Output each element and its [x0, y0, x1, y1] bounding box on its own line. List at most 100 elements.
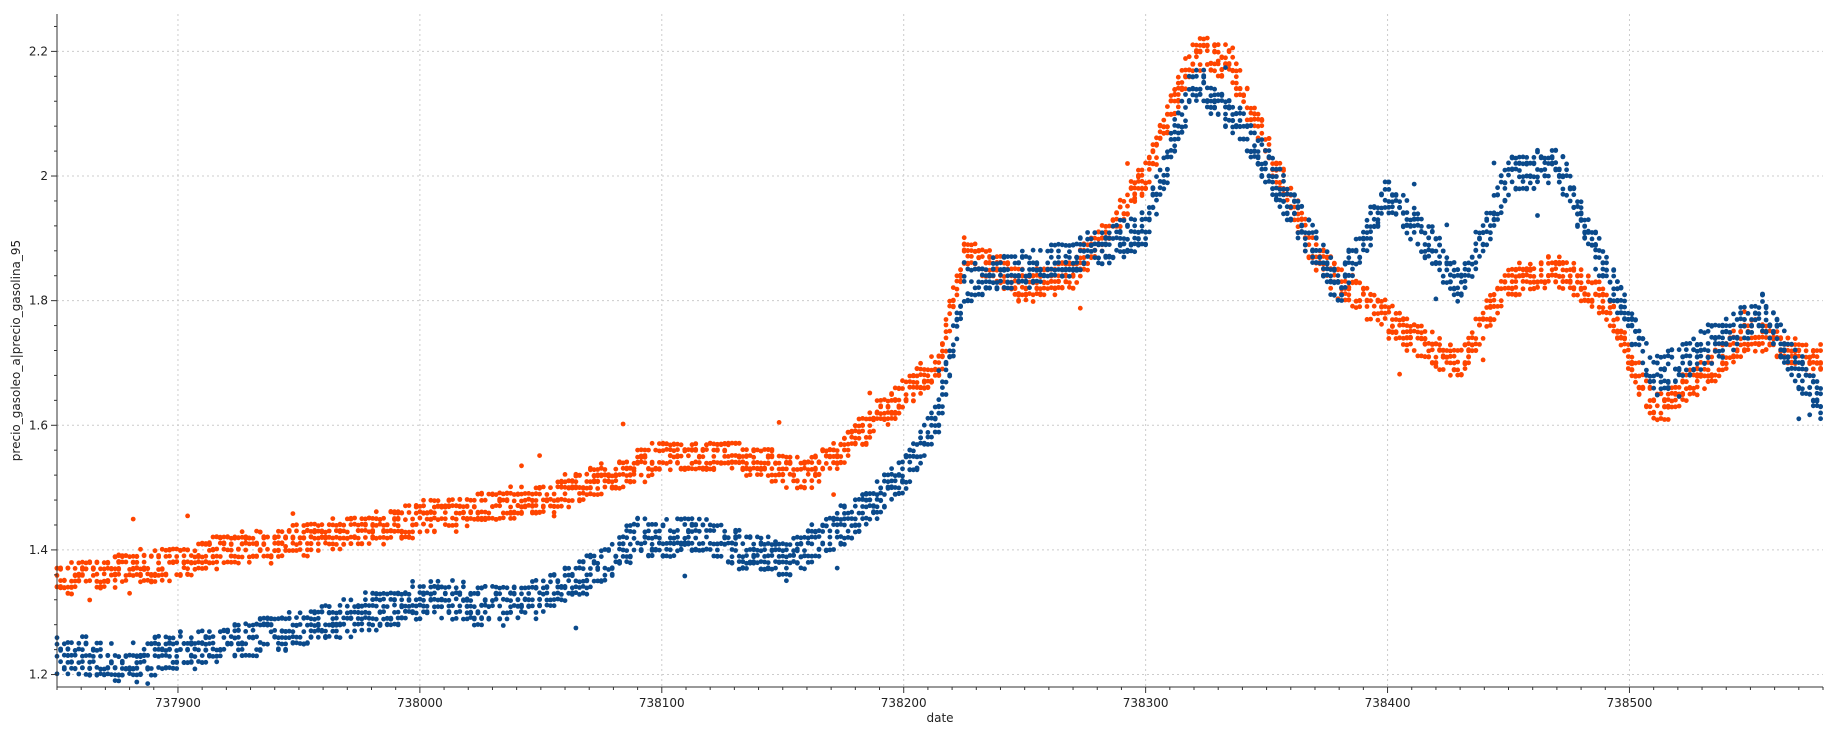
data-point — [435, 578, 441, 584]
data-point — [1636, 360, 1642, 365]
data-point — [758, 472, 764, 477]
data-point — [341, 522, 347, 528]
data-point — [776, 420, 782, 425]
data-point — [776, 460, 782, 466]
data-point — [689, 447, 695, 452]
data-point — [573, 473, 579, 479]
data-point — [243, 547, 249, 553]
data-point — [1404, 348, 1410, 353]
data-point — [276, 646, 281, 652]
data-point — [762, 547, 767, 553]
data-point — [1154, 142, 1159, 148]
data-point — [406, 529, 412, 535]
data-point — [1448, 360, 1453, 366]
data-point — [1212, 42, 1217, 48]
data-point — [958, 274, 963, 279]
data-point — [1183, 67, 1188, 73]
data-point — [787, 542, 793, 547]
data-point — [199, 560, 205, 566]
data-point — [758, 460, 764, 466]
data-point — [80, 572, 85, 577]
data-point — [1056, 254, 1061, 260]
data-point — [225, 534, 231, 540]
data-point — [776, 453, 782, 459]
data-point — [1509, 291, 1515, 297]
data-point — [178, 647, 183, 652]
data-point — [370, 528, 376, 533]
data-point — [1560, 279, 1566, 284]
data-point — [1136, 173, 1141, 178]
data-point — [511, 515, 517, 521]
data-point — [1491, 223, 1497, 228]
data-point — [1466, 360, 1471, 366]
data-point — [911, 448, 916, 454]
data-point — [682, 467, 688, 472]
data-point — [624, 548, 630, 553]
data-point — [388, 528, 394, 533]
data-point — [940, 348, 945, 354]
data-point — [279, 553, 285, 559]
data-point — [1466, 347, 1471, 353]
data-point — [827, 528, 833, 534]
data-point — [660, 522, 666, 528]
data-point — [156, 560, 162, 566]
data-point — [1745, 347, 1751, 353]
data-point — [816, 546, 822, 552]
data-point — [508, 504, 513, 510]
data-point — [627, 541, 633, 547]
data-point — [1364, 285, 1370, 291]
data-point — [823, 448, 829, 454]
data-point — [649, 467, 655, 473]
data-point — [595, 567, 601, 572]
data-point — [1585, 279, 1591, 285]
data-point — [664, 447, 669, 452]
data-point — [1139, 172, 1145, 178]
data-point — [900, 490, 905, 496]
data-point — [729, 460, 735, 465]
data-point — [791, 467, 796, 472]
data-point — [856, 429, 862, 435]
data-point — [1651, 410, 1657, 416]
data-point — [326, 541, 332, 547]
data-point — [341, 535, 347, 541]
data-point — [1023, 278, 1029, 284]
data-point — [994, 285, 1000, 290]
data-point — [1255, 111, 1261, 117]
data-point — [530, 503, 535, 508]
data-point — [950, 297, 956, 303]
data-point — [1045, 286, 1051, 291]
data-point — [1404, 316, 1410, 322]
data-point — [1506, 267, 1511, 273]
data-point — [1411, 205, 1417, 211]
data-point — [635, 447, 640, 453]
data-point — [1647, 404, 1653, 410]
data-point — [1168, 98, 1174, 104]
data-point — [1361, 285, 1366, 291]
data-point — [842, 435, 847, 441]
data-point — [1077, 305, 1083, 311]
data-point — [83, 566, 89, 572]
data-point — [181, 559, 187, 565]
data-point — [1277, 180, 1283, 185]
data-point — [486, 515, 492, 521]
data-point — [1404, 230, 1410, 236]
data-point — [326, 634, 332, 639]
data-point — [856, 435, 862, 441]
data-point — [1491, 317, 1497, 322]
data-point — [852, 441, 858, 447]
data-point — [1161, 117, 1167, 123]
data-point — [631, 547, 637, 553]
data-point — [1016, 292, 1021, 298]
data-point — [932, 359, 938, 365]
data-point — [163, 547, 169, 553]
data-point — [315, 615, 321, 621]
data-point — [755, 553, 760, 558]
data-point — [744, 465, 749, 471]
data-point — [1306, 235, 1312, 240]
data-point — [308, 634, 314, 640]
data-point — [446, 523, 452, 528]
data-point — [794, 454, 800, 460]
data-point — [718, 522, 724, 528]
data-point — [1056, 273, 1061, 279]
data-point — [1233, 61, 1239, 67]
